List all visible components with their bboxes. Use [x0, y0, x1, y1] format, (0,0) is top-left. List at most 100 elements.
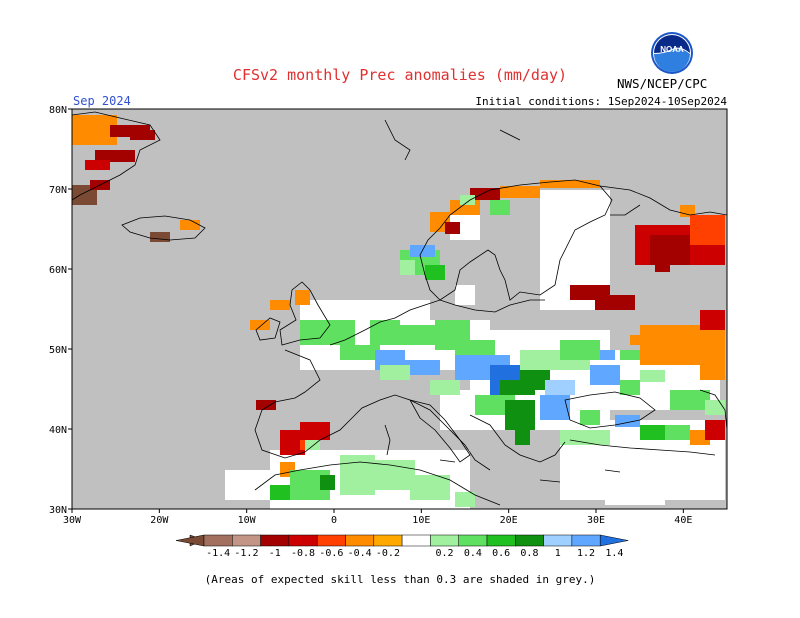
anomaly-cell [540, 180, 580, 188]
coastline [254, 349, 491, 471]
legend-swatch [430, 534, 459, 547]
lon-tick-label: 30W [63, 515, 82, 526]
lon-tick-label: 0 [331, 515, 337, 526]
legend-label: 0.6 [492, 548, 510, 559]
anomaly-cell [700, 310, 725, 330]
lon-tick-label: 20W [150, 515, 169, 526]
anomaly-cell [490, 200, 510, 215]
lon-tick-label: 20E [500, 515, 518, 526]
coastline [384, 119, 521, 161]
anomaly-cell [410, 475, 450, 500]
legend-swatch [260, 534, 290, 547]
lon-tick-label: 10E [412, 515, 430, 526]
anomaly-cell [320, 475, 335, 490]
legend-swatch [373, 534, 403, 547]
anomaly-cell [300, 422, 330, 440]
coastline [599, 185, 728, 216]
anomaly-cell [670, 390, 710, 410]
legend-swatch [401, 534, 431, 547]
legend-label: 0.4 [464, 548, 482, 559]
anomaly-cell [665, 425, 690, 440]
anomaly-cell [445, 222, 460, 234]
legend-label: -0.6 [319, 548, 343, 559]
legend-swatch [203, 534, 233, 547]
legend-label: -0.4 [348, 548, 372, 559]
lat-tick-label: 60N [49, 265, 67, 276]
anomaly-cell [256, 400, 276, 410]
anomaly-cell [150, 232, 170, 242]
coastline [419, 179, 613, 301]
anomaly-cell [85, 160, 110, 170]
anomaly-cell [400, 260, 415, 275]
anomaly-cell [540, 395, 570, 420]
anomaly-cell [580, 410, 600, 425]
anomaly-cell [270, 485, 290, 500]
anomaly-cell [295, 290, 310, 305]
initial-conditions: Initial conditions: 1Sep2024-10Sep2024 [475, 95, 727, 108]
anomaly-cell [600, 350, 615, 360]
coastline [279, 281, 331, 346]
lat-tick-label: 50N [49, 345, 67, 356]
legend-swatch [345, 534, 375, 547]
anomaly-cell [340, 455, 375, 495]
legend-label: 1.2 [577, 548, 595, 559]
anomaly-cell [500, 186, 540, 198]
axis-ticks: 30W 20W 10W 0 10E 20E 30E 40E 30N 40N 50N 60N 70N 80N [49, 105, 692, 526]
anomaly-cell [430, 380, 460, 395]
anomaly-cell [545, 380, 575, 395]
anomaly-cell [560, 430, 610, 445]
anomaly-cell [655, 260, 670, 272]
coastline [255, 317, 281, 341]
lat-tick-label: 80N [49, 105, 67, 116]
anomaly-cell [605, 480, 665, 505]
legend-label: -1 [269, 548, 281, 559]
anomaly-cell [700, 340, 725, 380]
lat-tick-label: 30N [49, 505, 67, 516]
anomaly-cell [705, 420, 725, 440]
anomaly-cell [375, 460, 415, 490]
anomaly-cell [455, 492, 475, 507]
skill-footnote: (Areas of expected skill less than 0.3 a… [204, 573, 596, 586]
legend-swatch [543, 534, 573, 547]
coastline [71, 111, 161, 201]
coastline [539, 469, 621, 483]
lon-tick-label: 10W [238, 515, 257, 526]
anomaly-cell [590, 365, 620, 385]
legend-swatch [316, 534, 346, 547]
anomaly-cell [690, 215, 725, 245]
coastline [469, 414, 566, 463]
anomaly-cell [690, 460, 725, 500]
anomaly-cell [640, 370, 665, 382]
coastline [384, 424, 456, 463]
legend-arrow-right [599, 534, 629, 547]
chart-title: CFSv2 monthly Prec anomalies (mm/day) [232, 66, 568, 84]
logo-text: NOAA [660, 45, 684, 54]
legend-label: 0.8 [520, 548, 538, 559]
anomaly-cell [620, 350, 640, 360]
coastline [569, 439, 716, 456]
legend-label: 0.2 [436, 548, 454, 559]
coastline [699, 389, 728, 431]
noaa-logo-icon: NOAA [651, 32, 693, 74]
anomaly-cell [300, 320, 355, 345]
coastline [610, 204, 641, 216]
anomaly-cell [340, 345, 380, 360]
anomaly-cell [225, 470, 270, 500]
agency-credit: NWS/NCEP/CPC [617, 76, 708, 91]
anomaly-cell [425, 265, 445, 280]
anomaly-cell [570, 200, 595, 220]
lat-tick-label: 40N [49, 425, 67, 436]
legend-label: 1 [555, 548, 561, 559]
coastline [409, 399, 471, 463]
anomaly-cell [72, 115, 117, 145]
anomaly-cell [560, 340, 600, 360]
anomaly-cell [130, 130, 155, 140]
lon-tick-label: 30E [587, 515, 605, 526]
legend-swatch [288, 534, 318, 547]
legend-swatch [486, 534, 516, 547]
lon-tick-label: 40E [674, 515, 692, 526]
anomaly-cell [460, 195, 475, 205]
legend-swatch [232, 534, 261, 547]
anomaly-cell [380, 365, 410, 380]
legend-label: -1.2 [234, 548, 258, 559]
